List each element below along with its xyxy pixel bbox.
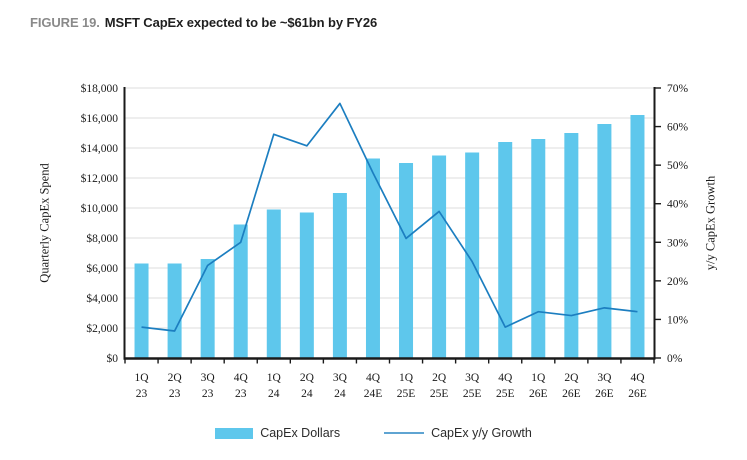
right-tick-label: 50% — [667, 160, 689, 172]
x-category-label: 3Q 24 — [333, 372, 348, 400]
right-tick-label: 60% — [667, 122, 689, 134]
bar-swatch-icon — [215, 427, 254, 439]
right-tick-label: 10% — [667, 314, 689, 326]
bar-3Q26E — [597, 124, 612, 358]
bar-4Q23 — [233, 224, 248, 358]
bar-1Q23 — [134, 263, 149, 358]
right-tick-label: 40% — [667, 199, 689, 211]
x-category-label: 4Q 23 — [234, 372, 249, 400]
bar-2Q25E — [432, 155, 447, 358]
legend: CapEx Dollars CapEx y/y Growth — [0, 426, 747, 440]
bar-4Q25E — [498, 142, 513, 358]
left-tick-label: $2,000 — [86, 322, 118, 335]
x-category-label: 1Q 26E — [529, 372, 548, 400]
left-tick-label: $10,000 — [81, 202, 119, 215]
legend-label: CapEx Dollars — [260, 426, 341, 440]
legend-label: CapEx y/y Growth — [431, 426, 532, 440]
bar-1Q25E — [399, 163, 414, 358]
bar-2Q26E — [564, 133, 579, 358]
bar-3Q25E — [465, 152, 480, 358]
bar-3Q24 — [332, 193, 347, 358]
x-category-label: 2Q 24 — [300, 372, 315, 400]
x-category-label: 2Q 23 — [168, 372, 183, 400]
right-tick-label: 20% — [667, 276, 689, 288]
right-tick-label: 70% — [667, 83, 689, 95]
legend-item-capex-dollars: CapEx Dollars — [215, 426, 340, 440]
line-swatch-icon — [384, 432, 425, 434]
left-tick-label: $16,000 — [81, 112, 119, 125]
x-category-label: 3Q 26E — [595, 372, 614, 400]
left-tick-label: $8,000 — [86, 232, 118, 245]
legend-item-capex-growth: CapEx y/y Growth — [384, 426, 532, 440]
x-category-label: 4Q 25E — [496, 372, 515, 400]
growth-line — [141, 102, 638, 332]
bar-4Q26E — [630, 115, 645, 358]
right-axis-title: y/y CapEx Growth — [703, 175, 718, 271]
x-category-label: 4Q 26E — [628, 372, 647, 400]
x-category-label: 2Q 26E — [562, 372, 581, 400]
capex-chart: $0 $2,000 $4,000 $6,000 $8,000 $10,000 $12,000… — [81, 82, 689, 400]
x-category-label: 1Q 23 — [135, 372, 150, 400]
x-category-label: 2Q 25E — [430, 372, 449, 400]
figure-number: FIGURE 19. — [30, 15, 100, 30]
x-category-label: 1Q 24 — [267, 372, 282, 400]
bar-2Q23 — [167, 263, 182, 358]
left-tick-label: $12,000 — [81, 172, 119, 185]
bar-2Q24 — [299, 212, 314, 358]
x-category-label: 3Q 25E — [463, 372, 482, 400]
left-tick-label: $6,000 — [86, 262, 118, 275]
left-tick-label: $14,000 — [81, 142, 119, 155]
x-category-label: 4Q 24E — [364, 372, 383, 400]
bar-3Q23 — [200, 259, 215, 358]
bar-4Q24E — [365, 158, 380, 358]
figure-title-text: MSFT CapEx expected to be ~$61bn by FY26 — [104, 15, 378, 30]
x-category-label: 3Q 23 — [201, 372, 216, 400]
bar-1Q24 — [266, 209, 281, 358]
left-tick-label: $0 — [107, 352, 119, 365]
left-axis-title: Quarterly CapEx Spend — [37, 163, 52, 283]
figure-title: FIGURE 19. MSFT CapEx expected to be ~$61… — [30, 15, 377, 30]
left-tick-label: $18,000 — [81, 82, 119, 95]
right-tick-label: 30% — [667, 237, 689, 249]
left-tick-label: $4,000 — [86, 292, 118, 305]
right-tick-label: 0% — [667, 353, 683, 365]
x-category-label: 1Q 25E — [397, 372, 416, 400]
bar-1Q26E — [531, 139, 546, 358]
